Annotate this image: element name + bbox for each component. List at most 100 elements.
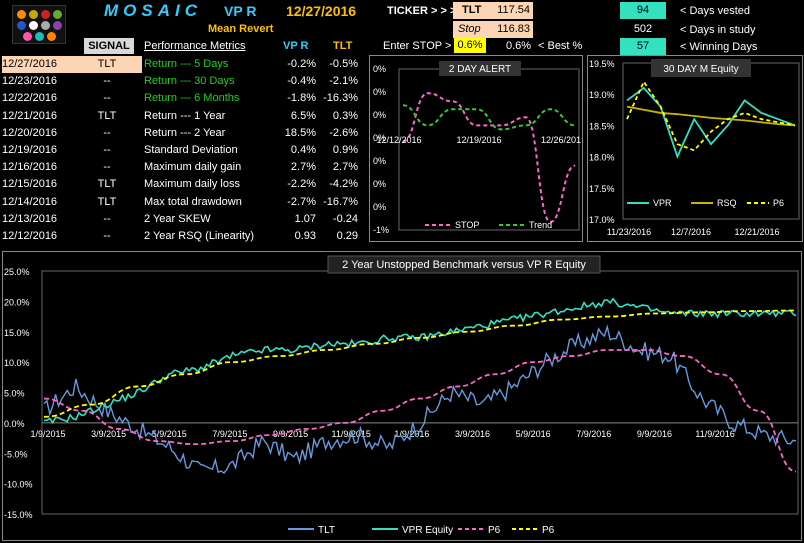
signal-value: -- [103,126,111,139]
x-tick-label: 12/26/201 [541,135,581,145]
signal-value: -- [103,161,111,174]
y-tick-label: 0% [373,156,386,166]
table-row: 12/13/2016 -- 2 Year SKEW 1.07 -0.24 [0,211,360,228]
chart-title-box [327,255,601,274]
chart-title: 2 Year Unstopped Benchmark versus VP R E… [342,259,586,271]
metric-vpr-value: 2.7% [290,161,316,174]
metric-vpr-value: 0.4% [290,144,316,156]
signal-history-table: 12/27/2016 TLT Return --- 5 Days -0.2% -0.5%… [0,56,370,246]
legend-label: TLT [318,525,335,536]
y-tick-label: -10.0% [4,480,33,490]
winning-days-label: < Winning Days [680,41,758,53]
metric-tlt-value: 0.29 [336,230,358,242]
legend-label: P6 [488,525,501,536]
logo-dot-icon [53,10,62,19]
x-tick-label: 12/21/2016 [734,227,779,237]
legend-label: Trend [529,220,552,230]
signal-value: -- [103,92,111,105]
best-label: < Best % [538,40,583,52]
stop-price: 116.83 [497,23,530,35]
legend-label: VPR [653,198,672,208]
legend-label: RSQ [717,198,737,208]
metric-tlt-value: -2.1% [329,75,358,88]
signal-value: -- [103,75,111,88]
plot-area [622,62,800,220]
y-tick-label: 0% [373,202,386,212]
metric-name: Return --- 1 Year [144,109,226,122]
metric-tlt-value: -0.24 [332,212,358,225]
plot-area [41,270,799,515]
signal-date: 12/13/2016 [2,212,58,225]
y-tick-label: -15.0% [4,510,33,520]
chart-title-box [439,61,521,76]
signal-date: 12/12/2016 [2,230,58,242]
x-tick-label: 3/9/2016 [455,429,490,439]
logo-dot-icon [41,10,50,19]
ticker-price: 117.54 [497,4,530,16]
metric-vpr-value: 1.07 [294,212,316,225]
y-tick-label: 0% [373,64,386,74]
two-day-alert-chart: 0% 0% 0% 0% 0% 0% 0% -1% 2 DAY ALERT 12/12/2016 12… [369,55,583,242]
signal-date: 12/15/2016 [2,178,58,191]
y-tick-label: 0% [373,87,386,97]
metric-name: Maximum daily loss [144,178,240,191]
y-tick-label: 0% [373,179,386,189]
series-line-p6 [626,79,796,152]
x-tick-label: 11/23/2016 [607,227,651,237]
y-tick-label: 25.0% [4,267,30,277]
metric-tlt-value: 0.3% [332,109,358,122]
metric-vpr-value: -0.4% [287,75,316,88]
metric-tlt-value: -16.7% [323,195,358,208]
signal-value: -- [103,212,111,225]
legend-label: P6 [542,525,555,536]
strategy-name: VP R [224,3,257,19]
signal-date: 12/19/2016 [2,144,58,156]
metric-vpr-value: -1.8% [287,92,316,105]
signal-date: 12/27/2016 [2,56,72,73]
x-tick-label: 1/9/2016 [394,429,429,439]
signal-date: 12/23/2016 [2,75,58,88]
logo-dot-icon [47,32,56,41]
x-tick-label: 3/9/2015 [91,429,126,439]
metric-tlt-value: -0.5% [329,58,358,70]
x-tick-label: 1/9/2015 [30,429,65,439]
y-tick-label: 19.0% [589,90,615,100]
metric-tlt-value: 0.9% [332,144,358,156]
chart-title: 2 DAY ALERT [449,64,511,75]
enter-stop-input[interactable]: 0.6% [454,38,486,53]
y-tick-label: 15.0% [4,328,30,338]
stop-box: Stop 116.83 [453,21,533,38]
metric-name: Return --- 6 Months [144,92,240,105]
metric-name: Standard Deviation [144,144,238,156]
tlt-column-header: TLT [333,40,353,52]
vpr-column-header: VP R [283,40,309,52]
y-tick-label: 0% [373,110,386,120]
series-line-trend [402,104,576,131]
days-vested-label: < Days vested [680,5,751,17]
metric-name: Return --- 30 Days [144,75,235,88]
table-row: 12/27/2016 TLT Return --- 5 Days -0.2% -0.5% [0,56,360,73]
two-year-benchmark-chart: 25.0% 20.0% 15.0% 10.0% 5.0% 0.0% -5.0% -10.0% -… [2,251,802,541]
signal-value: TLT [97,178,117,191]
days-in-study-value: 502 [633,23,653,35]
y-tick-label: 17.5% [589,184,615,194]
logo-dot-icon [17,10,26,19]
series-line-p6 [43,309,797,418]
metric-tlt-value: 2.7% [332,161,358,174]
metric-name: Max total drawdown [144,195,242,208]
logo-dot-icon [53,21,62,30]
table-row: 12/15/2016 TLT Maximum daily loss -2.2% -4.2… [0,176,360,193]
enter-stop-label: Enter STOP > [383,40,452,52]
series-line-p6 [43,349,797,473]
header-date: 12/27/2016 [286,3,357,19]
metric-vpr-value: -0.2% [287,58,316,70]
best-value: 0.6% [506,40,532,52]
signal-value: TLT [97,109,117,122]
signal-date: 12/14/2016 [2,195,58,208]
signal-column-header: SIGNAL [84,38,134,54]
series-line-tlt [43,324,797,475]
metric-name: Return --- 5 Days [144,58,229,70]
table-row: 12/19/2016 -- Standard Deviation 0.4% 0.9% [0,142,360,159]
y-tick-label: -5.0% [4,449,28,459]
table-row: 12/16/2016 -- Maximum daily gain 2.7% 2.7% [0,159,360,176]
